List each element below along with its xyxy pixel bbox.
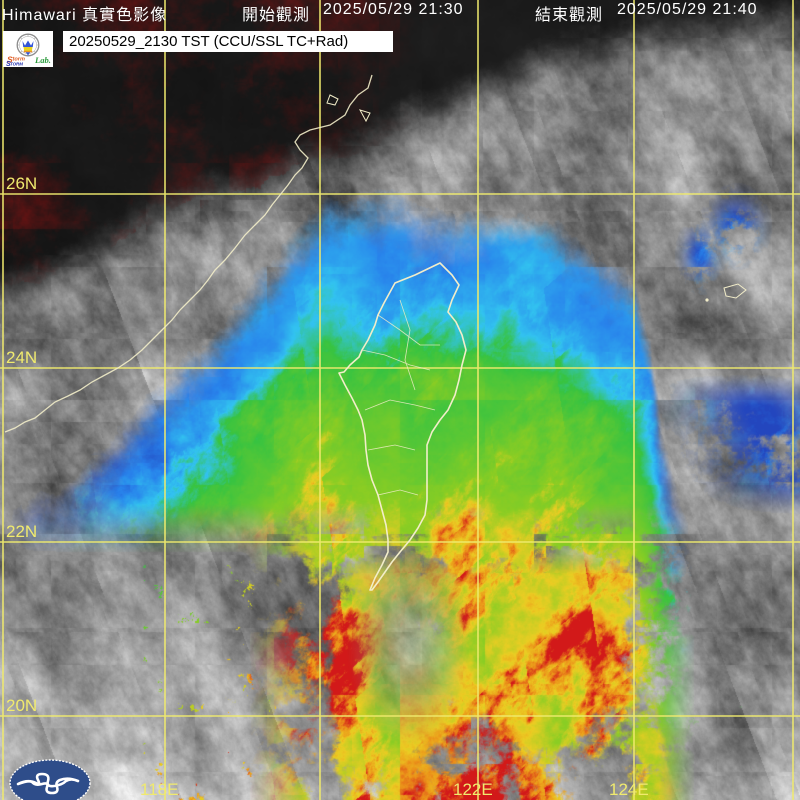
svg-text:Lab.: Lab. [34,55,51,65]
svg-text:TORM: TORM [10,61,23,66]
